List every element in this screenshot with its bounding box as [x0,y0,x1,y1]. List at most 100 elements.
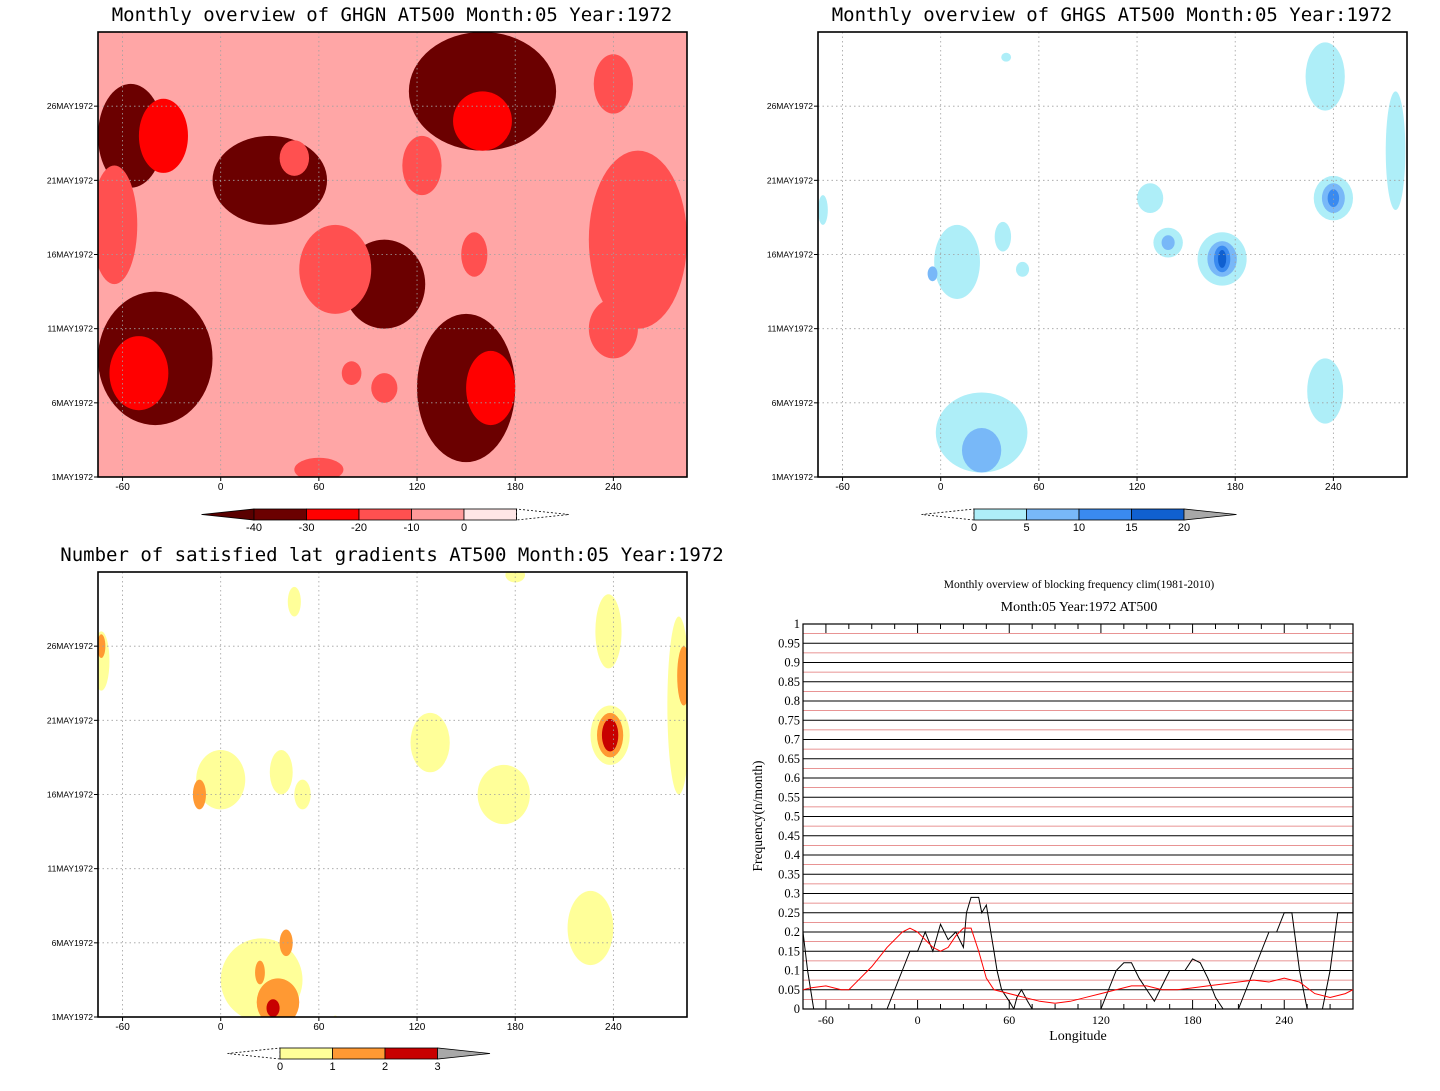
lat-colorbar-label: 3 [434,1061,440,1073]
ghgs-contour-region [1218,250,1227,268]
ghgn-colorbar-swatch [463,508,517,521]
ghgs-xtick-label: 240 [1325,482,1342,493]
blocking-frequency-subtitle: Month:05 Year:1972 AT500 [1001,600,1158,615]
lat-contour-region [266,999,280,1017]
ghgn-colorbar-extend-low [201,508,255,521]
ghgn-xtick-label: 60 [313,482,325,493]
ghgn-contour-region [294,457,344,477]
ghgs-contour-region [1307,358,1344,424]
ghgn-colorbar-label: -30 [299,522,315,534]
lat-contour-region [505,572,526,583]
ghgn-colorbar-label: -20 [351,522,367,534]
ghgs-ytick-label: 1MAY1972 [772,472,814,482]
ghgs-colorbar-label: 10 [1073,522,1085,534]
ghgn-contour-region [466,350,516,426]
ghgn-fill-layer [98,32,687,477]
lat-ytick-label: 26MAY1972 [47,641,93,651]
ghgn-xtick-label: 0 [218,482,224,493]
ghgs-contour-region [1001,52,1012,62]
ghgs-colorbar-label: 20 [1178,522,1190,534]
lat-contour-region [294,779,311,810]
lat-xtick-label: 180 [507,1022,524,1033]
lat-xtick-label: -60 [115,1022,130,1033]
lat-ytick-label: 16MAY1972 [47,790,93,800]
ghgn-colorbar-swatch [253,508,307,521]
ghgs-contour-region [961,428,1002,473]
ghgs-colorbar-label: 15 [1125,522,1137,534]
ghgs-ytick-label: 11MAY1972 [767,324,813,334]
ghgs-ytick-label: 21MAY1972 [767,175,813,185]
ghgn-contour-region [279,140,310,176]
ghgs-xtick-label: 120 [1129,482,1146,493]
lat-gradients-panel: Number of satisfied lat gradients AT500 … [47,544,724,1073]
y-tick-label: 0.95 [778,636,800,650]
x-tick-label: -60 [818,1013,834,1027]
ghgn-ytick-label: 11MAY1972 [47,324,93,334]
x-tick-label: 240 [1275,1013,1293,1027]
ghgs-xtick-label: -60 [835,482,850,493]
ghgn-colorbar: -40 -30 -20 -10 0 [201,508,570,534]
y-axis-label: Frequency(n/month) [750,761,765,872]
lat-contour-region [595,594,622,669]
ghgs-colorbar-swatch [1078,508,1132,521]
lat-contour-region [279,929,293,957]
ghgs-contour-region [1015,261,1030,277]
lat-colorbar-label: 1 [329,1061,335,1073]
lat-contour-region [192,779,206,810]
x-tick-label: 180 [1184,1013,1202,1027]
ghgn-panel: Monthly overview of GHGN AT500 Month:05 … [47,4,688,534]
lat-contour-region [256,978,300,1017]
ghgn-colorbar-swatch [306,508,360,521]
y-tick-label: 0.25 [778,906,800,920]
ghgs-contour-region [934,224,980,299]
ghgn-contour-region [588,299,638,359]
ghgn-colorbar-label: -40 [246,522,262,534]
ghgs-colorbar-swatch [1026,508,1080,521]
ghgs-contour-region [1327,189,1340,208]
lat-xtick-label: 240 [605,1022,622,1033]
series-line-black [803,896,1353,1009]
y-tick-label: 0.5 [784,810,800,824]
lat-ytick-label: 1MAY1972 [52,1012,94,1022]
ghgs-panel: Monthly overview of GHGS AT500 Month:05 … [767,4,1408,534]
lat-xtick-label: 60 [313,1022,325,1033]
lat-contour-region [601,718,619,752]
series-layer [803,896,1353,1009]
lat-colorbar-label: 2 [382,1061,388,1073]
y-tick-label: 0.2 [784,925,800,939]
ghgn-contour-region [109,336,169,411]
lat-xtick-label: 0 [218,1022,224,1033]
ghgs-contour-region [1305,42,1345,111]
lat-gradients-colorbar: 0 1 2 3 [227,1047,491,1073]
y-tick-label: 0.7 [784,733,800,747]
ghgn-ytick-label: 26MAY1972 [47,101,93,111]
blocking-frequency-plot-area: -60 0 60 120 180 240 0 0.05 0.1 0.15 0.2 0.25 0.3 0.3… [778,617,1354,1027]
ghgs-colorbar: 0 5 10 15 20 [921,508,1237,534]
y-tick-label: 0.85 [778,675,800,689]
y-tick-label: 0.45 [778,829,800,843]
ghgn-colorbar-swatch [411,508,465,521]
ghgs-ytick-label: 16MAY1972 [767,250,813,260]
lat-contour-region [287,586,301,617]
y-tick-label: 0.15 [778,944,800,958]
blocking-frequency-title: Monthly overview of blocking frequency c… [944,579,1215,591]
x-tick-label: 120 [1092,1013,1110,1027]
ghgs-xtick-label: 60 [1033,482,1045,493]
ghgn-ytick-label: 6MAY1972 [52,398,94,408]
y-tick-label: 0.9 [784,656,800,670]
lat-ytick-label: 21MAY1972 [47,715,93,725]
ghgs-xtick-label: 0 [938,482,944,493]
ghgs-colorbar-extend-high [1183,508,1237,521]
y-tick-label: 0.05 [778,983,800,997]
ghgs-colorbar-extend-low [921,508,975,521]
ghgn-contour-region [371,373,398,403]
lat-fill-layer [98,572,687,1017]
ghgn-ytick-label: 16MAY1972 [47,250,93,260]
ghgn-contour-region [593,54,634,114]
y-tick-label: 0.35 [778,867,800,881]
lat-contour-region [255,960,265,985]
lat-gradients-title: Number of satisfied lat gradients AT500 … [60,544,723,566]
y-tick-label: 0 [794,1002,800,1016]
lat-ytick-label: 11MAY1972 [47,864,93,874]
lat-colorbar-swatch [332,1047,386,1060]
